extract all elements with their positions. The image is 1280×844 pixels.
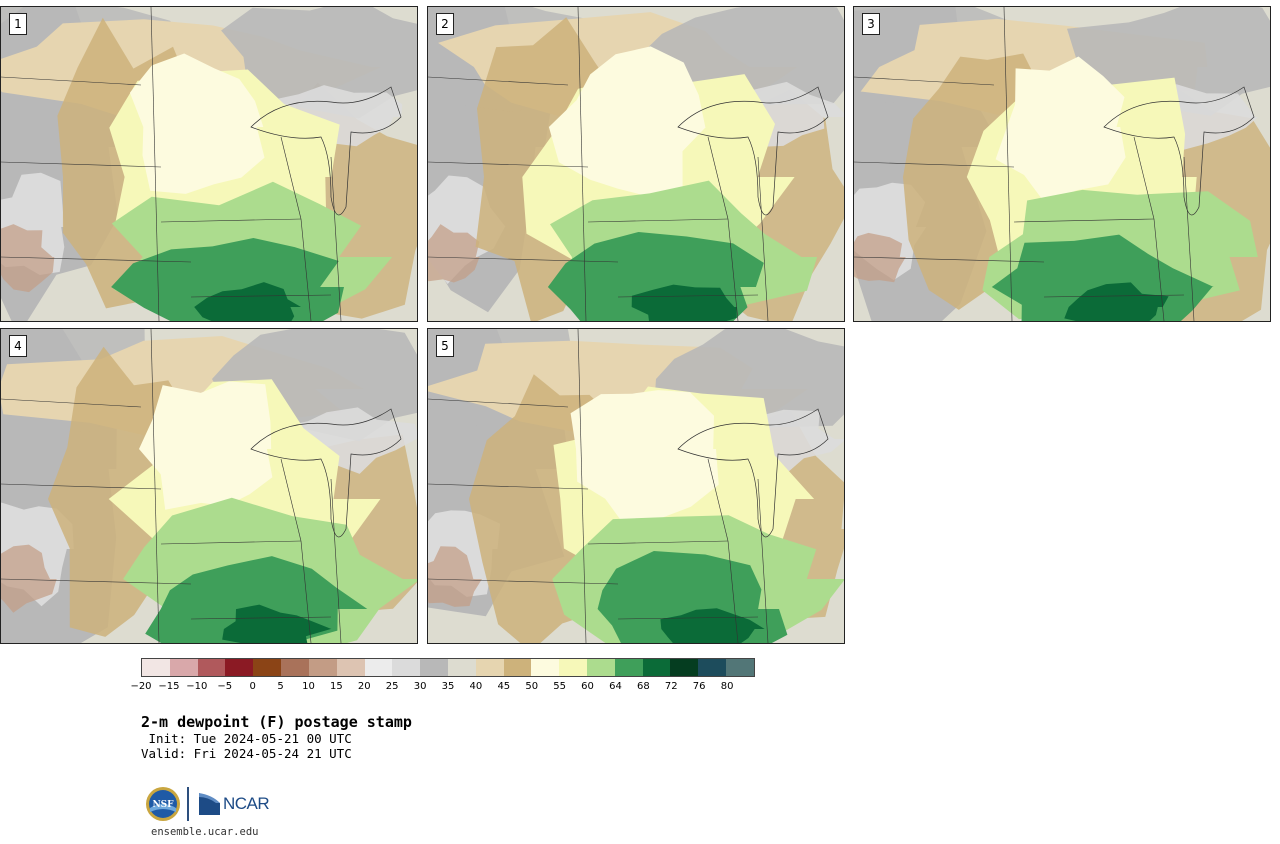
ncar-logo-text: NCAR bbox=[223, 794, 270, 813]
member-number-label: 4 bbox=[9, 335, 27, 357]
ensemble-member-panel: 3 bbox=[853, 6, 1271, 322]
colorbar-tick-label: 76 bbox=[692, 681, 706, 692]
dewpoint-map bbox=[1, 329, 417, 643]
colorbar-swatch bbox=[670, 659, 699, 676]
colorbar-swatch bbox=[364, 659, 393, 676]
dewpoint-map bbox=[1, 7, 417, 321]
plot-title: 2-m dewpoint (F) postage stamp bbox=[141, 713, 412, 731]
colorbar-swatch bbox=[281, 659, 309, 676]
colorbar-swatch bbox=[503, 659, 532, 676]
member-number-label: 2 bbox=[436, 13, 454, 35]
ensemble-member-panel: 5 bbox=[427, 328, 845, 644]
colorbar-tick-label: −15 bbox=[158, 681, 180, 692]
colorbar-swatch bbox=[531, 659, 560, 676]
colorbar-swatch bbox=[559, 659, 587, 676]
colorbar-swatch bbox=[336, 659, 365, 676]
colorbar-swatch bbox=[253, 659, 282, 676]
colorbar-tick-label: −10 bbox=[186, 681, 208, 692]
colorbar-tick-label: 10 bbox=[302, 681, 315, 692]
colorbar-tick-label: −20 bbox=[130, 681, 152, 692]
colorbar-swatch bbox=[420, 659, 448, 676]
colorbar-swatch bbox=[642, 659, 671, 676]
ensemble-member-panel: 4 bbox=[0, 328, 418, 644]
colorbar-swatch bbox=[698, 659, 727, 676]
colorbar-tick-label: 5 bbox=[277, 681, 284, 692]
colorbar-tick-label: 25 bbox=[385, 681, 399, 692]
dewpoint-map bbox=[428, 329, 844, 643]
colorbar-swatch bbox=[225, 659, 254, 676]
nsf-logo-icon: NSF bbox=[146, 787, 180, 821]
colorbar-swatch bbox=[447, 659, 476, 676]
colorbar-swatch bbox=[197, 659, 226, 676]
colorbar-swatch bbox=[392, 659, 421, 676]
colorbar bbox=[141, 658, 755, 677]
colorbar-swatch bbox=[169, 659, 198, 676]
dewpoint-map bbox=[854, 7, 1270, 321]
ensemble-member-panel: 2 bbox=[427, 6, 845, 322]
colorbar-tick-label: 45 bbox=[497, 681, 511, 692]
colorbar-tick-label: 72 bbox=[664, 681, 678, 692]
colorbar-ticks: −20 −15 −10 −5 0 5 10 15 20 25 30 35 40 45 50 55 60 64 68 7… bbox=[130, 681, 755, 695]
colorbar-tick-label: 0 bbox=[249, 681, 256, 692]
member-number-label: 5 bbox=[436, 335, 454, 357]
colorbar-swatch bbox=[475, 659, 504, 676]
colorbar-tick-label: 15 bbox=[329, 681, 343, 692]
colorbar-tick-label: 60 bbox=[581, 681, 594, 692]
colorbar-tick-label: 35 bbox=[441, 681, 455, 692]
member-number-label: 1 bbox=[9, 13, 27, 35]
logo-separator bbox=[187, 787, 189, 821]
member-number-label: 3 bbox=[862, 13, 880, 35]
colorbar-tick-label: 20 bbox=[357, 681, 371, 692]
colorbar-tick-label: 55 bbox=[553, 681, 566, 692]
valid-time: Valid: Fri 2024-05-24 21 UTC bbox=[141, 746, 352, 761]
colorbar-tick-label: 40 bbox=[469, 681, 483, 692]
svg-text:NSF: NSF bbox=[152, 800, 174, 810]
ensemble-member-panel: 1 bbox=[0, 6, 418, 322]
colorbar-swatch bbox=[726, 659, 754, 676]
init-time: Init: Tue 2024-05-21 00 UTC bbox=[141, 731, 352, 746]
site-url: ensemble.ucar.edu bbox=[151, 826, 259, 838]
colorbar-tick-label: 68 bbox=[636, 681, 650, 692]
colorbar-swatch bbox=[308, 659, 337, 676]
colorbar-swatch bbox=[614, 659, 643, 676]
colorbar-tick-label: 30 bbox=[413, 681, 427, 692]
dewpoint-map bbox=[428, 7, 844, 321]
ncar-logo-icon bbox=[199, 793, 220, 815]
colorbar-tick-label: 50 bbox=[525, 681, 539, 692]
colorbar-tick-label: 64 bbox=[609, 681, 622, 692]
colorbar-swatch bbox=[587, 659, 615, 676]
colorbar-swatch bbox=[142, 659, 170, 676]
colorbar-tick-label: −5 bbox=[217, 681, 233, 692]
colorbar-tick-label: 80 bbox=[720, 681, 734, 692]
